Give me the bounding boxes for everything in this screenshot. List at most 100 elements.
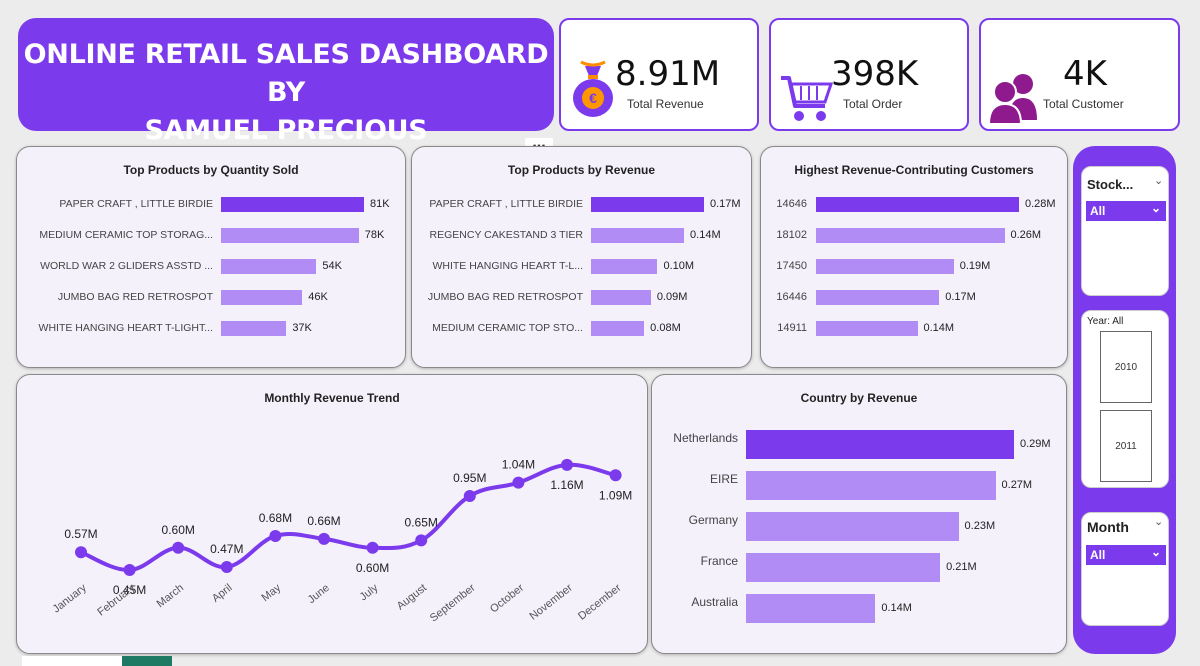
bar-data-label: 0.17M [945, 291, 976, 303]
bar-data-label: 0.17M [710, 198, 741, 210]
month-dropdown[interactable]: All ⌄ [1086, 545, 1166, 565]
kpi-card-customers[interactable]: 4K Total Customer [979, 18, 1180, 131]
bar-category-label: PAPER CRAFT , LITTLE BIRDIE [59, 198, 213, 210]
bar-data-label: 0.14M [881, 602, 912, 614]
x-tick-label: July [358, 582, 381, 604]
bar[interactable] [816, 228, 1005, 243]
bar[interactable] [221, 290, 303, 305]
total-order-value: 398K [831, 54, 919, 94]
data-point[interactable] [415, 534, 428, 547]
slicer-panel: Stock... ⌄ All ⌄ Year: All 2010 2011 Mon… [1073, 146, 1176, 654]
bar-data-label: 0.23M [964, 520, 996, 532]
bar-category-label: JUMBO BAG RED RETROSPOT [57, 291, 213, 303]
chart-title: Top Products by Revenue [507, 163, 656, 177]
chevron-down-icon: ⌄ [1154, 175, 1164, 187]
bar-category-label: MEDIUM CERAMIC TOP STORAG... [39, 229, 213, 241]
bar[interactable] [591, 197, 704, 212]
bar-data-label: 0.26M [1010, 229, 1042, 241]
bar-data-label: 0.19M [959, 260, 991, 272]
bar[interactable] [746, 512, 959, 541]
bar[interactable] [591, 228, 685, 243]
data-point[interactable] [220, 561, 233, 574]
bar-data-label: 0.29M [1020, 438, 1051, 450]
stock-slicer[interactable]: Stock... ⌄ All ⌄ [1081, 166, 1169, 296]
data-point[interactable] [561, 458, 573, 471]
chevron-down-icon: ⌄ [1150, 201, 1161, 215]
total-customer-label: Total Customer [1043, 97, 1124, 111]
bar[interactable] [221, 228, 359, 243]
bar[interactable] [746, 594, 876, 623]
chart-card-top-products-quantity[interactable]: Top Products by Quantity Sold PAPER CRAF… [16, 146, 406, 368]
data-point[interactable] [512, 476, 525, 489]
data-point[interactable] [463, 490, 476, 502]
chevron-down-icon: ⌄ [1150, 545, 1161, 559]
bar-category-label: Netherlands [673, 431, 738, 445]
data-point[interactable] [366, 541, 379, 554]
year-slicer[interactable]: Year: All 2010 2011 [1081, 310, 1169, 488]
stock-dropdown-value: All [1090, 204, 1106, 218]
chevron-down-icon: ⌄ [1154, 516, 1164, 528]
x-tick-label: September [428, 582, 478, 625]
bar-data-label: 81K [370, 198, 390, 210]
data-point[interactable] [172, 541, 185, 554]
x-tick-label: August [395, 582, 429, 613]
series-line [80, 462, 617, 573]
bar[interactable] [746, 430, 1014, 459]
bar[interactable] [221, 197, 364, 212]
bar-category-label: 16446 [776, 291, 807, 303]
month-slicer[interactable]: Month ⌄ All ⌄ [1081, 512, 1169, 626]
bar[interactable] [746, 471, 996, 500]
page-tab-active[interactable] [122, 656, 172, 666]
x-tick-label: June [306, 582, 332, 606]
bar-category-label: JUMBO BAG RED RETROSPOT [427, 291, 583, 303]
bar-category-label: Australia [691, 595, 738, 609]
kpi-card-revenue[interactable]: € 8.91M Total Revenue [559, 18, 759, 131]
data-label: 1.16M [550, 478, 583, 492]
data-point[interactable] [123, 564, 136, 576]
bar-category-label: WHITE HANGING HEART T-LIGHT... [38, 322, 213, 334]
total-customer-value: 4K [1063, 54, 1107, 94]
title-line-2: SAMUEL PRECIOUS [144, 115, 428, 146]
bar[interactable] [816, 197, 1019, 212]
bar-data-label: 54K [322, 260, 342, 272]
bar-data-label: 0.14M [923, 322, 955, 334]
bar[interactable] [221, 321, 287, 336]
bar[interactable] [221, 259, 317, 274]
bar-category-label: EIRE [709, 472, 738, 486]
chart-card-country-revenue[interactable]: Country by Revenue Netherlands 0.29M EIRE 0… [651, 374, 1067, 654]
bar[interactable] [591, 321, 645, 336]
bar-data-label: 37K [292, 322, 312, 334]
chart-title: Monthly Revenue Trend [264, 391, 400, 405]
bar-category-label: 17450 [776, 260, 807, 272]
page-tab[interactable] [22, 656, 122, 666]
data-point[interactable] [269, 529, 282, 542]
bar-category-label: 14911 [777, 322, 807, 334]
x-tick-label: January [51, 582, 90, 616]
bar[interactable] [816, 290, 940, 305]
title-line-1: ONLINE RETAIL SALES DASHBOARD BY [23, 39, 549, 108]
bar[interactable] [591, 290, 651, 305]
stock-dropdown[interactable]: All ⌄ [1086, 201, 1166, 221]
chart-card-monthly-revenue-trend[interactable]: Monthly Revenue Trend 0.57M January 0.45M F… [16, 374, 648, 654]
svg-text:€: € [589, 90, 597, 106]
bar-data-label: 0.21M [946, 561, 977, 573]
x-tick-label: May [259, 582, 283, 605]
data-point[interactable] [75, 546, 87, 559]
data-point[interactable] [318, 532, 330, 545]
bar[interactable] [816, 259, 954, 274]
kpi-card-orders[interactable]: 398K Total Order [769, 18, 969, 131]
bar[interactable] [816, 321, 918, 336]
bar-data-label: 78K [364, 229, 385, 241]
year-option-2010[interactable]: 2010 [1100, 331, 1152, 403]
data-label: 1.09M [599, 488, 632, 502]
bar-category-label: 14646 [776, 198, 807, 210]
chart-card-top-customers[interactable]: Highest Revenue-Contributing Customers 1… [760, 146, 1068, 368]
month-dropdown-value: All [1090, 548, 1106, 562]
data-point[interactable] [609, 469, 622, 482]
year-option-2011[interactable]: 2011 [1100, 410, 1152, 482]
bar[interactable] [591, 259, 658, 274]
chart-card-top-products-revenue[interactable]: Top Products by Revenue PAPER CRAFT , LI… [411, 146, 752, 368]
bar[interactable] [746, 553, 941, 582]
chart-title: Country by Revenue [800, 391, 918, 405]
x-tick-label: April [210, 582, 235, 605]
